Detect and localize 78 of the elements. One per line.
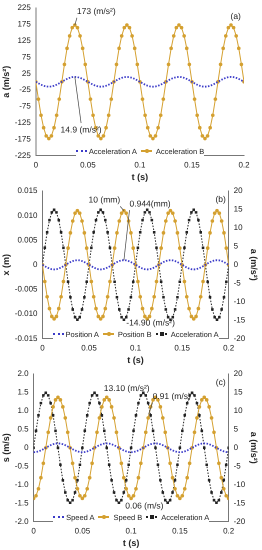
- line-series: [42, 259, 229, 270]
- line-series: [34, 442, 229, 454]
- y-axis-title: a (m/s²): [0, 66, 11, 98]
- annotation: (b): [215, 194, 226, 204]
- y2-tick-label: -20: [234, 516, 246, 526]
- x-tick-label: 0.1: [134, 160, 146, 170]
- x-tick-label: 0.05: [81, 344, 98, 353]
- y2-tick-label: -15: [234, 315, 246, 324]
- y-tick-label: 2.0: [17, 369, 30, 378]
- y-tick-label: 1.5: [17, 388, 30, 397]
- y2-tick-label: 10: [234, 223, 244, 232]
- x-tick-label: 0.1: [126, 526, 138, 536]
- y2-tick-label: -10: [234, 296, 246, 306]
- y-tick-label: 1.0: [17, 406, 30, 416]
- y2-tick-label: 15: [234, 388, 244, 397]
- x-tick-label: 0.05: [74, 526, 91, 536]
- annotation: (c): [216, 377, 226, 388]
- y-tick-label: -1.0: [14, 480, 30, 489]
- y-tick-label: -1.5: [14, 498, 30, 508]
- y-tick-label: 0.015: [17, 186, 38, 196]
- y-tick-label: 225: [17, 3, 32, 12]
- y2-tick-label: 10: [234, 406, 244, 416]
- y-tick-label: 0.5: [17, 424, 30, 434]
- y-tick-label: 125: [17, 36, 32, 46]
- x-tick-label: 0.15: [172, 526, 188, 536]
- x-tick-label: 0.15: [174, 344, 190, 353]
- y-tick-label: 175: [17, 20, 32, 29]
- annotation: 10 (mm): [88, 194, 120, 205]
- y-tick-label: 0.005: [17, 235, 38, 244]
- y-tick-label: -75: [19, 102, 32, 111]
- y-axis-title: x (m): [0, 254, 11, 276]
- y-tick-label: -25: [19, 85, 32, 94]
- y2-tick-label: 0: [234, 443, 239, 452]
- y2-tick-label: 5: [234, 424, 239, 434]
- x-tick-label: 0.2: [223, 526, 235, 536]
- x-tick-label: 0.05: [80, 160, 96, 170]
- line-series: [36, 76, 244, 88]
- y-tick-label: 0.010: [17, 210, 38, 220]
- y-axis-title: s (m/s): [0, 433, 11, 462]
- y-tick-label: -0.010: [14, 309, 38, 318]
- y-tick-label: -125: [14, 118, 32, 128]
- annotation: 13.10 (m/s²): [104, 383, 150, 394]
- x-axis-title: t (s): [132, 172, 148, 182]
- y2-tick-label: -5: [234, 278, 242, 288]
- y2-tick-label: 0: [234, 260, 239, 270]
- y2-tick-label: -5: [234, 461, 242, 470]
- x-axis-title: t (s): [127, 355, 144, 366]
- y2-tick-label: 5: [234, 242, 239, 251]
- y-tick-label: -2.0: [14, 516, 30, 526]
- y2-tick-label: -15: [234, 498, 246, 508]
- y2-tick-label: 15: [234, 204, 244, 214]
- annotation: (a): [230, 11, 242, 22]
- y-tick-label: 75: [22, 52, 32, 62]
- y2-axis-title: a (m/s²): [249, 248, 260, 281]
- x-axis-title: t (s): [122, 538, 140, 548]
- annotation: 0.06 (m/s): [125, 500, 164, 510]
- y-tick-label: -0.5: [14, 461, 30, 470]
- y2-tick-label: 20: [234, 369, 244, 378]
- y-tick-label: -0.005: [14, 284, 38, 294]
- y-tick-label: 0: [33, 260, 38, 270]
- annotation: 173 (m/s²): [76, 6, 116, 16]
- x-tick-label: 0: [40, 344, 46, 353]
- annotation: 0.91 (m/s): [152, 390, 191, 401]
- y2-tick-label: -20: [234, 334, 246, 343]
- y2-tick-label: 20: [234, 186, 244, 196]
- y2-tick-label: -10: [234, 480, 246, 489]
- x-tick-label: 0.2: [223, 344, 235, 353]
- x-tick-label: 0.2: [238, 160, 250, 170]
- y-tick-label: 0: [24, 443, 30, 452]
- annotation: -14.90 (m/s²): [126, 317, 176, 328]
- annotation: 0.944(mm): [130, 198, 171, 208]
- y2-axis-title: a (m/s²): [249, 432, 260, 464]
- y-tick-label: -0.015: [14, 334, 38, 343]
- y-tick-label: -225: [14, 150, 32, 160]
- x-tick-label: 0.1: [130, 344, 142, 353]
- y-tick-label: -175: [14, 134, 32, 144]
- x-tick-label: 0.15: [184, 160, 200, 170]
- y-tick-label: 25: [22, 68, 32, 78]
